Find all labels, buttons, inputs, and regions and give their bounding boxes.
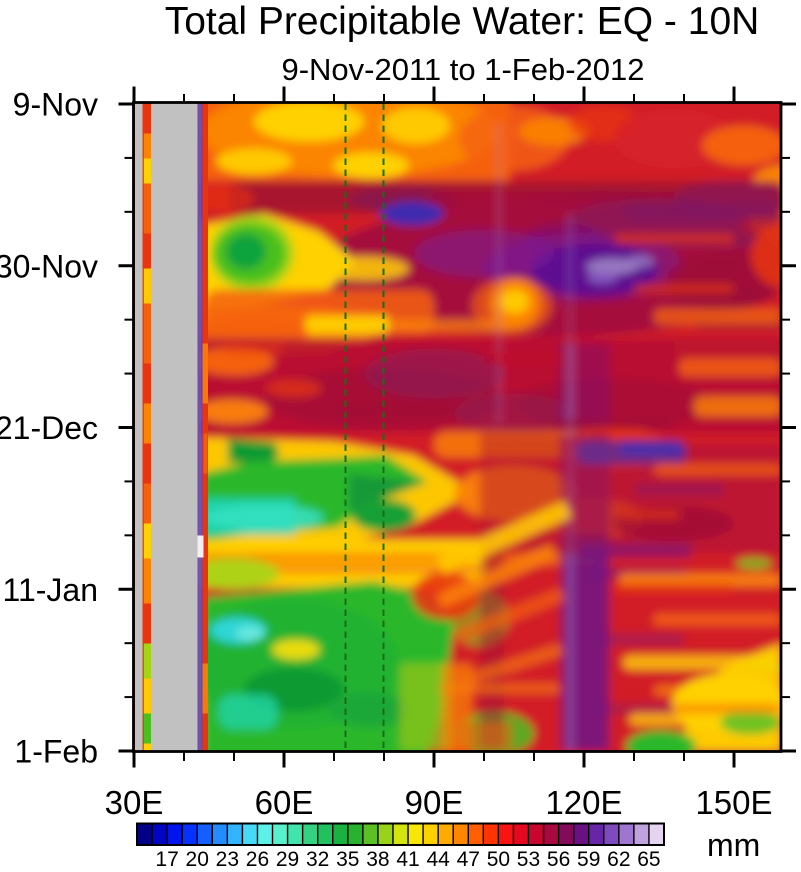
svg-text:23: 23 (216, 848, 239, 867)
svg-text:120E: 120E (545, 784, 622, 821)
svg-text:30E: 30E (105, 784, 164, 821)
svg-text:32: 32 (306, 848, 329, 867)
svg-text:62: 62 (607, 848, 630, 867)
svg-text:56: 56 (547, 848, 570, 867)
svg-text:9-Nov-2011 to 1-Feb-2012: 9-Nov-2011 to 1-Feb-2012 (281, 52, 644, 87)
svg-text:41: 41 (396, 848, 419, 867)
svg-text:150E: 150E (695, 784, 772, 821)
svg-text:65: 65 (637, 848, 660, 867)
svg-text:35: 35 (336, 848, 359, 867)
svg-text:9-Nov: 9-Nov (13, 87, 98, 123)
svg-text:17: 17 (155, 848, 178, 867)
svg-text:30-Nov: 30-Nov (0, 248, 98, 284)
svg-text:60E: 60E (255, 784, 314, 821)
svg-text:29: 29 (276, 848, 299, 867)
svg-text:20: 20 (186, 848, 209, 867)
svg-text:1-Feb: 1-Feb (14, 734, 98, 770)
svg-text:59: 59 (577, 848, 600, 867)
svg-text:Total Precipitable Water: EQ -: Total Precipitable Water: EQ - 10N (165, 0, 760, 43)
svg-text:21-Dec: 21-Dec (0, 410, 98, 446)
svg-text:44: 44 (426, 848, 450, 867)
svg-text:38: 38 (366, 848, 389, 867)
svg-text:mm: mm (707, 827, 760, 863)
svg-text:50: 50 (487, 848, 510, 867)
svg-text:11-Jan: 11-Jan (3, 572, 98, 608)
svg-text:53: 53 (517, 848, 540, 867)
svg-text:90E: 90E (405, 784, 464, 821)
svg-text:47: 47 (457, 848, 480, 867)
svg-text:26: 26 (246, 848, 269, 867)
